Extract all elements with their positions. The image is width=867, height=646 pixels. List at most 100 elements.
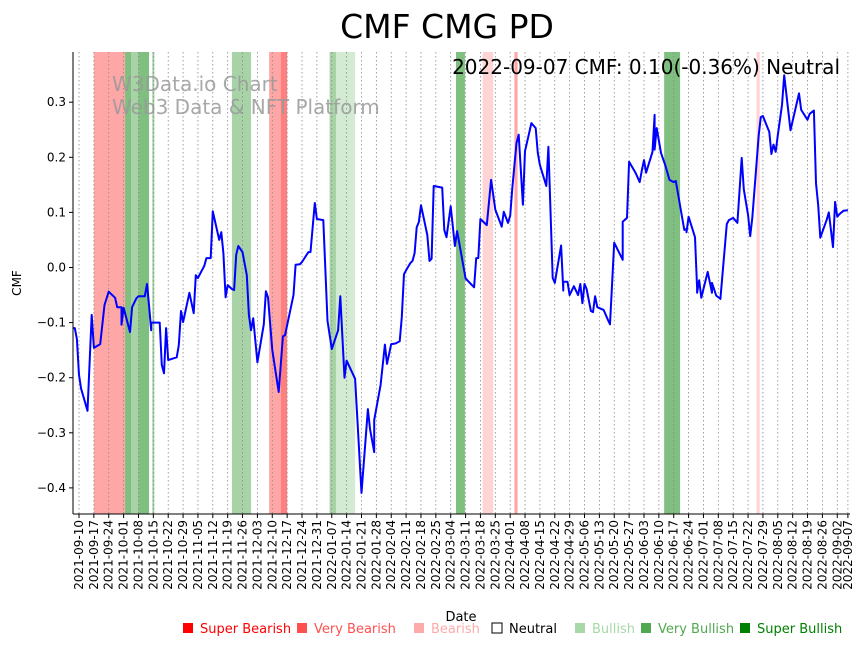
band-very-bullish: [231, 52, 252, 514]
x-tick-label: 2022-03-04: [444, 520, 458, 590]
watermark-line-2: Web3 Data & NFT Platform: [112, 95, 380, 119]
y-tick-label: 0.2: [47, 150, 66, 164]
x-tick-label: 2022-06-03: [637, 520, 651, 590]
x-tick-label: 2022-05-27: [622, 520, 636, 590]
band-very-bearish: [269, 52, 281, 514]
chart-title: CMF CMG PD: [340, 7, 554, 46]
x-tick-label: 2022-07-01: [696, 520, 710, 590]
x-tick-label: 2021-11-26: [236, 520, 250, 590]
x-tick-label: 2022-04-15: [533, 520, 547, 590]
legend-item-very-bearish: Very Bearish: [297, 622, 396, 637]
x-tick-label: 2022-02-25: [429, 520, 443, 590]
legend-label: Bearish: [431, 622, 480, 637]
cmf-line: [72, 74, 849, 494]
legend-item-super-bullish: Super Bullish: [740, 622, 842, 637]
y-tick-label: −0.4: [37, 481, 66, 495]
x-tick-label: 2022-01-07: [325, 520, 339, 590]
band-super-bearish: [280, 52, 288, 514]
x-axis-label: Date: [445, 610, 476, 625]
x-tick-label: 2021-12-03: [250, 520, 264, 590]
x-tick-label: 2022-08-26: [815, 520, 829, 590]
legend-swatch: [641, 623, 651, 633]
legend-label: Neutral: [509, 622, 557, 637]
x-tick-label: 2021-09-24: [102, 520, 116, 590]
x-tick-label: 2022-06-24: [682, 520, 696, 590]
x-tick-label: 2021-09-10: [72, 520, 86, 590]
x-tick-label: 2021-10-15: [146, 520, 160, 590]
x-ticks: 2021-09-10 2021-09-17 2021-09-24 2021-10-01…: [72, 514, 855, 590]
band-very-bearish: [93, 52, 126, 514]
y-tick-label: 0.3: [47, 95, 66, 109]
latest-value-annotation: 2022-09-07 CMF: 0.10(-0.36%) Neutral: [452, 55, 840, 79]
x-tick-label: 2022-05-20: [607, 520, 621, 590]
x-tick-label: 2021-10-08: [131, 520, 145, 590]
x-tick-label: 2022-03-25: [488, 520, 502, 590]
legend: Super Bearish Very Bearish Bearish Neutral B…: [183, 622, 842, 637]
x-tick-label: 2022-01-14: [340, 520, 354, 590]
legend-item-bearish: Bearish: [414, 622, 480, 637]
x-tick-label: 2022-01-28: [369, 520, 383, 590]
legend-item-neutral: Neutral: [491, 622, 557, 637]
watermark-line-1: W3Data.io Chart: [112, 72, 278, 96]
y-tick-label: 0.1: [47, 205, 66, 219]
x-tick-label: 2021-12-24: [295, 520, 309, 590]
x-tick-label: 2021-12-17: [280, 520, 294, 590]
x-tick-label: 2022-03-11: [459, 520, 473, 590]
x-tick-label: 2022-08-19: [801, 520, 815, 590]
x-tick-label: 2022-04-01: [503, 520, 517, 590]
x-tick-label: 2022-04-22: [548, 520, 562, 590]
x-tick-label: 2021-12-31: [310, 520, 324, 590]
legend-label: Super Bullish: [757, 622, 842, 637]
x-tick-label: 2022-02-04: [384, 520, 398, 590]
x-tick-label: 2022-04-08: [518, 520, 532, 590]
watermark: W3Data.io Chart Web3 Data & NFT Platform: [112, 72, 380, 119]
band-very-bullish: [329, 52, 337, 514]
band-very-bullish: [152, 52, 155, 514]
legend-swatch: [740, 623, 750, 633]
legend-label: Very Bearish: [314, 622, 396, 637]
legend-swatch: [297, 623, 307, 633]
x-tick-label: 2022-07-15: [726, 520, 740, 590]
x-gridlines: [78, 52, 849, 514]
y-tick-label: 0.0: [47, 261, 66, 275]
y-tick-label: −0.1: [37, 316, 66, 330]
y-ticks: 0.3 0.2 0.1 0.0 −0.1 −0.2 −0.3 −0.4: [37, 95, 73, 495]
x-tick-label: 2022-07-08: [711, 520, 725, 590]
x-tick-label: 2022-02-11: [399, 520, 413, 590]
x-tick-label: 2022-07-22: [741, 520, 755, 590]
legend-swatch: [575, 623, 585, 633]
signal-bands: [93, 52, 760, 514]
legend-item-bullish: Bullish: [575, 622, 635, 637]
band-super-bullish: [125, 52, 132, 514]
legend-swatch: [414, 623, 424, 633]
x-tick-label: 2022-04-29: [563, 520, 577, 590]
x-tick-label: 2021-10-29: [176, 520, 190, 590]
legend-item-very-bullish: Very Bullish: [641, 622, 734, 637]
x-tick-label: 2022-06-10: [652, 520, 666, 590]
y-tick-label: −0.3: [37, 426, 66, 440]
x-tick-label: 2022-09-07: [841, 520, 855, 590]
band-super-bullish: [664, 52, 681, 514]
legend-item-super-bearish: Super Bearish: [183, 622, 291, 637]
x-tick-label: 2022-03-18: [473, 520, 487, 590]
x-tick-label: 2021-11-05: [191, 520, 205, 590]
legend-swatch: [183, 623, 193, 633]
y-tick-label: −0.2: [37, 371, 66, 385]
x-tick-label: 2021-12-10: [265, 520, 279, 590]
x-tick-label: 2022-01-21: [354, 520, 368, 590]
x-tick-label: 2021-10-01: [117, 520, 131, 590]
band-bullish: [336, 52, 356, 514]
band-bearish: [756, 52, 760, 514]
x-tick-label: 2022-09-02: [830, 520, 844, 590]
x-tick-label: 2022-02-18: [414, 520, 428, 590]
x-tick-label: 2022-05-06: [578, 520, 592, 590]
x-tick-label: 2021-11-12: [206, 520, 220, 590]
legend-label: Bullish: [592, 622, 635, 637]
y-axis-label: CMF: [10, 270, 24, 296]
x-tick-label: 2021-10-22: [161, 520, 175, 590]
legend-swatch: [491, 622, 503, 634]
band-very-bearish: [514, 52, 518, 514]
legend-label: Very Bullish: [658, 622, 734, 637]
x-tick-label: 2022-07-29: [756, 520, 770, 590]
